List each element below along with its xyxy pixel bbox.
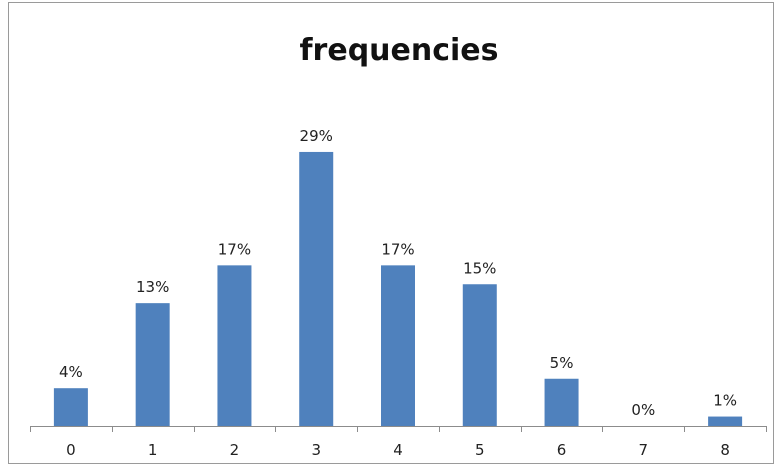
data-label-5: 15% bbox=[463, 259, 496, 277]
data-label-8: 1% bbox=[713, 392, 737, 410]
x-tick-label-0: 0 bbox=[66, 441, 76, 459]
bar-2 bbox=[217, 265, 252, 426]
chart-title: frequencies bbox=[300, 33, 499, 68]
bar-4 bbox=[381, 265, 415, 426]
x-tick-label-6: 6 bbox=[557, 441, 567, 459]
x-tick-label-2: 2 bbox=[230, 441, 240, 459]
bar-1 bbox=[135, 303, 170, 426]
bar-5 bbox=[462, 284, 497, 426]
x-tick-marks bbox=[30, 426, 767, 432]
bar-3 bbox=[299, 151, 334, 426]
data-label-7: 0% bbox=[631, 401, 655, 419]
data-label-6: 5% bbox=[550, 354, 574, 372]
data-label-2: 17% bbox=[218, 240, 251, 258]
data-labels: 4% 13% 17% 29% 17% 15% 5% 0% 1% bbox=[59, 127, 737, 419]
x-tick-label-3: 3 bbox=[311, 441, 321, 459]
x-tick-label-8: 8 bbox=[720, 441, 730, 459]
data-label-1: 13% bbox=[136, 278, 169, 296]
bar-0 bbox=[53, 388, 88, 426]
data-label-3: 29% bbox=[300, 127, 333, 145]
x-tick-label-4: 4 bbox=[393, 441, 403, 459]
bar-8 bbox=[708, 416, 743, 426]
x-tick-label-7: 7 bbox=[639, 441, 649, 459]
x-tick-label-1: 1 bbox=[148, 441, 158, 459]
x-tick-label-5: 5 bbox=[475, 441, 485, 459]
data-label-4: 17% bbox=[381, 240, 414, 258]
bar-6 bbox=[544, 378, 579, 426]
bars bbox=[53, 151, 743, 426]
data-label-0: 4% bbox=[59, 363, 83, 381]
x-tick-labels: 0 1 2 3 4 5 6 7 8 bbox=[66, 441, 730, 459]
